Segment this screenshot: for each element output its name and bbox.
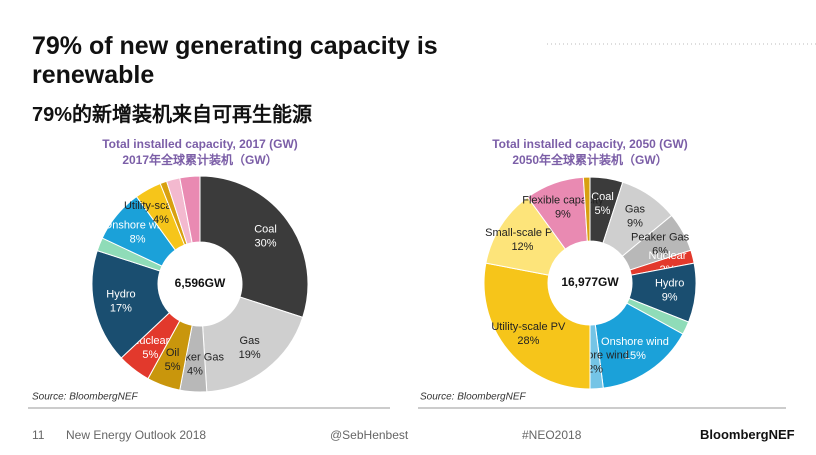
slide-title: 79% of new generating capacity is renewa…	[32, 32, 438, 89]
slice-label: Nuclear	[649, 250, 687, 262]
slice-value: 5%	[165, 361, 181, 373]
slice-label: Small-scale PV	[485, 227, 560, 239]
slice-value: 4%	[187, 366, 203, 378]
slide-subtitle: 79%的新增装机来自可再生能源	[32, 104, 313, 126]
slice	[91, 249, 171, 359]
slice	[582, 176, 591, 242]
center-label: 6,596GW	[175, 276, 226, 290]
slice-value: 9%	[662, 291, 678, 303]
slice-value: 12%	[511, 241, 533, 253]
slice-label: Gas	[625, 204, 646, 216]
footer-handle: @SebHenbest	[330, 428, 409, 442]
brand: BloombergNEF	[700, 427, 795, 442]
slice-value: 5%	[142, 349, 158, 361]
slice-value: 9%	[627, 218, 643, 230]
slice-value: 17%	[110, 303, 132, 315]
chart-title: Total installed capacity, 2017 (GW)	[102, 137, 298, 151]
footer-left: New Energy Outlook 2018	[66, 428, 207, 442]
page-number: 11	[32, 428, 45, 442]
chart-subtitle: 2017年全球累计装机（GW）	[122, 152, 277, 167]
chart-subtitle: 2050年全球累计装机（GW）	[512, 152, 667, 167]
slice	[199, 175, 309, 319]
slice-label: Hydro	[655, 277, 684, 289]
slice-value: 9%	[555, 209, 571, 221]
slice-value: 30%	[255, 237, 277, 249]
center-hole	[549, 242, 631, 324]
slice	[483, 262, 591, 390]
slice-label: Peaker Gas	[631, 231, 690, 243]
slice-value: 4%	[153, 214, 169, 226]
slice-label: Coal	[591, 191, 614, 203]
slice-value: 5%	[595, 205, 611, 217]
slice	[202, 296, 304, 393]
slice-value: 28%	[517, 335, 539, 347]
slice-value: 15%	[624, 350, 646, 362]
chart-title: Total installed capacity, 2050 (GW)	[492, 137, 688, 151]
slice-label: Utility-scale PV	[491, 321, 566, 333]
slice	[179, 175, 201, 244]
slice-label: Onshore wind	[601, 336, 669, 348]
source: Source: BloombergNEF	[32, 392, 138, 403]
source: Source: BloombergNEF	[420, 392, 526, 403]
footer-hashtag: #NEO2018	[522, 428, 582, 442]
slice-label: Flexible capacity	[522, 195, 604, 207]
slice-label: Oil	[166, 347, 179, 359]
slice-value: 19%	[239, 349, 261, 361]
slice-value: 6%	[652, 245, 668, 257]
slice-label: Hydro	[106, 289, 135, 301]
slice-value: 8%	[130, 233, 146, 245]
slice-value: 2%	[587, 364, 603, 376]
slice-label: Gas	[240, 335, 261, 347]
center-label: 16,977GW	[561, 275, 619, 289]
center-hole	[159, 243, 241, 325]
slice-label: Coal	[254, 223, 277, 235]
